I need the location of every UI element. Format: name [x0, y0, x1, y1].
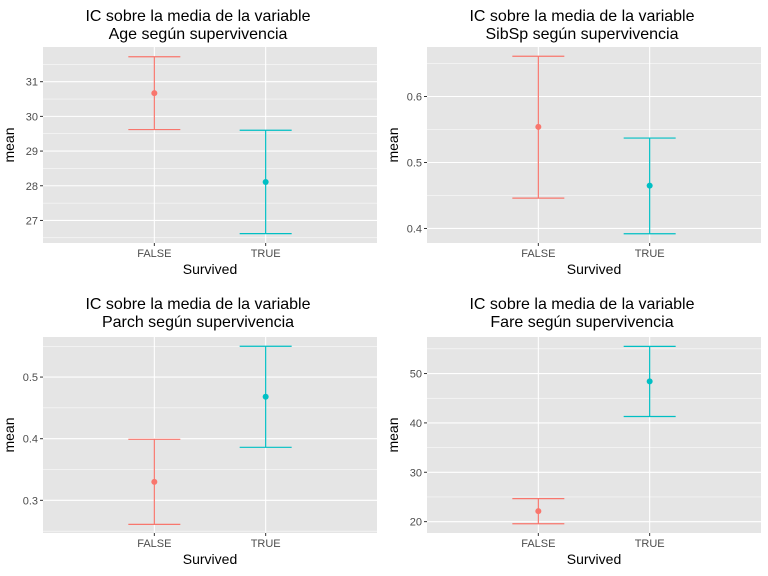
x-axis-label: Survived [567, 261, 621, 277]
y-tick-label: 0.3 [23, 495, 38, 507]
chart-panel-4: 20 30 40 50 FALSE TRUE IC sobre la media de la… [385, 296, 761, 567]
chart-title-line2: SibSp según supervivencia [485, 26, 678, 43]
y-axis-label: mean [385, 127, 401, 162]
x-axis-label: Survived [183, 261, 237, 277]
y-tick-label: 40 [410, 418, 422, 430]
y-tick-label: 0.5 [407, 157, 422, 169]
y-axis-label: mean [1, 127, 17, 162]
x-tick-label-false: FALSE [137, 248, 171, 260]
chart-panel-2: 0.4 0.5 0.6 FALSE TRUE IC sobre la media de l… [385, 8, 761, 277]
mean-point-false [151, 90, 158, 97]
y-tick-label: 0.6 [407, 91, 422, 103]
x-tick-label-true: TRUE [251, 248, 281, 260]
x-tick-label-true: TRUE [251, 538, 281, 550]
y-tick-label: 20 [410, 517, 422, 529]
y-tick-label: 0.5 [23, 372, 38, 384]
x-tick-label-true: TRUE [635, 538, 665, 550]
x-tick-label-false: FALSE [521, 538, 555, 550]
y-axis-label: mean [385, 417, 401, 452]
panel-background [43, 337, 377, 533]
errorbar-true [239, 129, 292, 235]
y-tick-label: 50 [410, 369, 422, 381]
mean-point-false [535, 123, 542, 130]
chart-panel-3: 0.3 0.4 0.5 FALSE TRUE IC sobre la media de l… [1, 296, 377, 567]
errorbar-false [128, 56, 181, 131]
chart-title-line1: IC sobre la media de la variable [85, 296, 310, 313]
chart-title-line2: Age según supervivencia [109, 26, 288, 43]
chart-title-line1: IC sobre la media de la variable [469, 296, 694, 313]
errorbar-false [512, 498, 565, 525]
chart-title-line2: Fare según supervivencia [490, 314, 673, 331]
mean-point-true [646, 182, 653, 189]
chart-title-line1: IC sobre la media de la variable [469, 8, 694, 25]
x-axis-label: Survived [567, 551, 621, 567]
errorbar-false [512, 55, 565, 199]
mean-point-true [262, 393, 269, 400]
panel-background [43, 47, 377, 243]
chart-panel-1: 27 28 29 30 31 FALSE TRUE IC sobre la media de … [1, 8, 377, 277]
errorbar-true [623, 345, 676, 418]
y-axis-label: mean [1, 417, 17, 452]
chart-title-line2: Parch según supervivencia [102, 314, 294, 331]
y-tick-label: 30 [410, 467, 422, 479]
panel-background [427, 337, 761, 533]
y-tick-label: 31 [26, 77, 38, 89]
errorbar-true [239, 345, 292, 448]
y-tick-label: 29 [26, 146, 38, 158]
y-tick-label: 0.4 [23, 434, 38, 446]
panel-background [427, 47, 761, 243]
mean-point-false [151, 478, 158, 485]
x-tick-label-false: FALSE [137, 538, 171, 550]
y-tick-label: 30 [26, 111, 38, 123]
y-tick-label: 28 [26, 181, 38, 193]
x-axis-label: Survived [183, 551, 237, 567]
y-tick-label: 0.4 [407, 223, 422, 235]
y-tick-label: 27 [26, 215, 38, 227]
x-tick-label-false: FALSE [521, 248, 555, 260]
errorbar-true [623, 137, 676, 235]
chart-title-line1: IC sobre la media de la variable [85, 8, 310, 25]
x-tick-label-true: TRUE [635, 248, 665, 260]
errorbar-false [128, 438, 181, 525]
mean-point-true [646, 378, 653, 385]
mean-point-true [262, 178, 269, 185]
mean-point-false [535, 508, 542, 515]
